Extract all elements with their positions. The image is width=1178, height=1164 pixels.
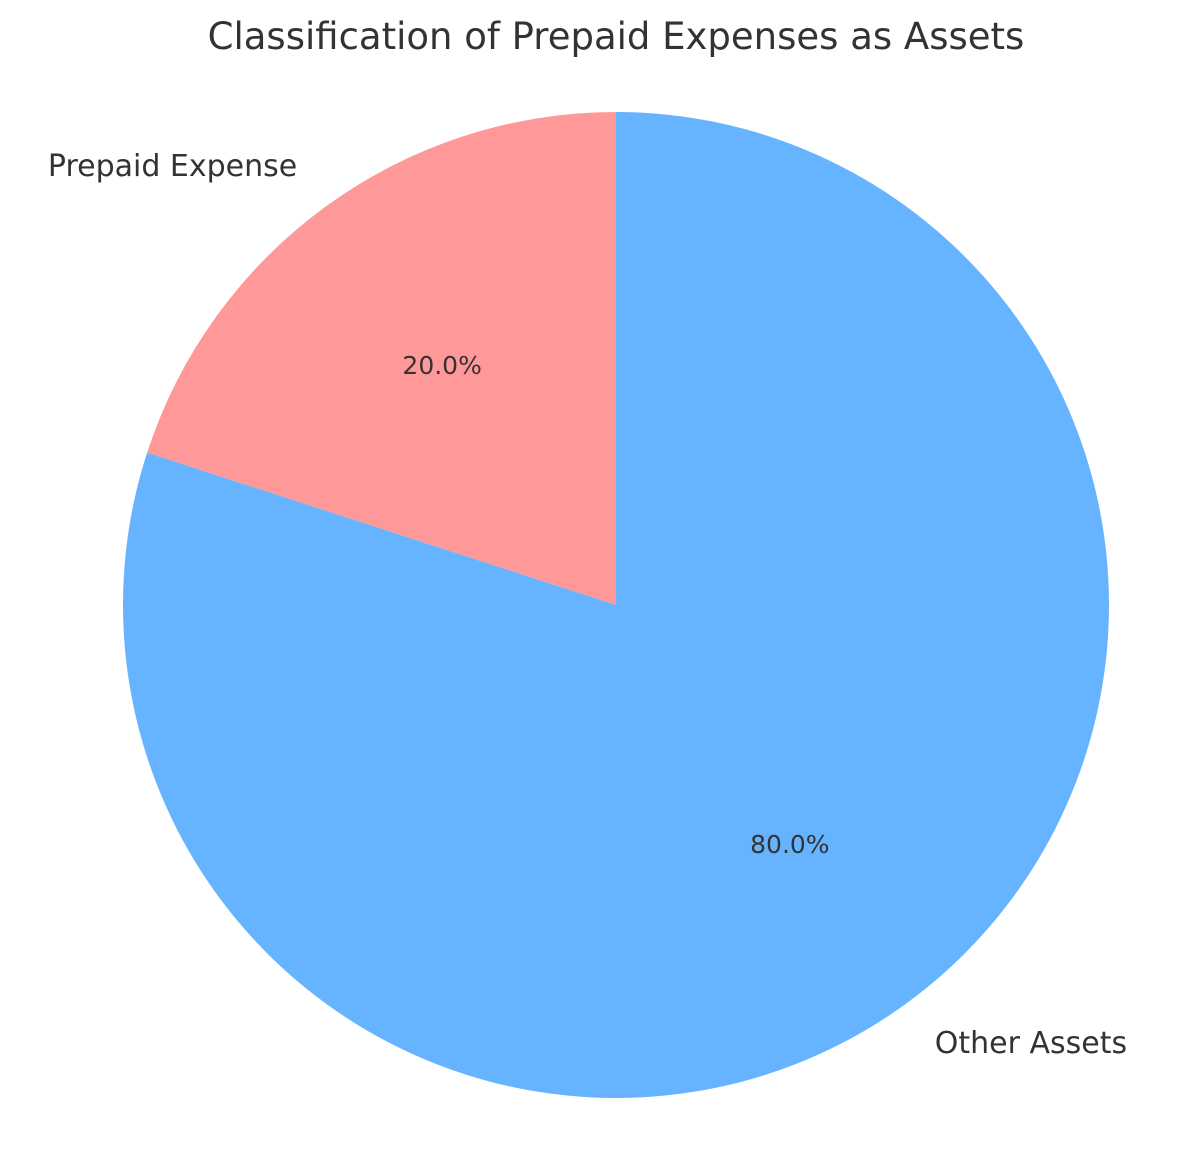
pie-labels: Prepaid Expense 20.0% Other Assets 80.0% [48,149,1127,1061]
pie-slices [123,112,1110,1098]
pie-slice-prepaid-expense [147,112,616,605]
slice-label-prepaid-expense: Prepaid Expense [48,149,297,184]
chart-title: Classification of Prepaid Expenses as As… [208,15,1025,58]
pie-slice-other-assets [123,112,1110,1098]
slice-pct-prepaid-expense: 20.0% [402,351,481,380]
slice-label-other-assets: Other Assets [935,1026,1127,1061]
slice-pct-other-assets: 80.0% [750,830,829,859]
